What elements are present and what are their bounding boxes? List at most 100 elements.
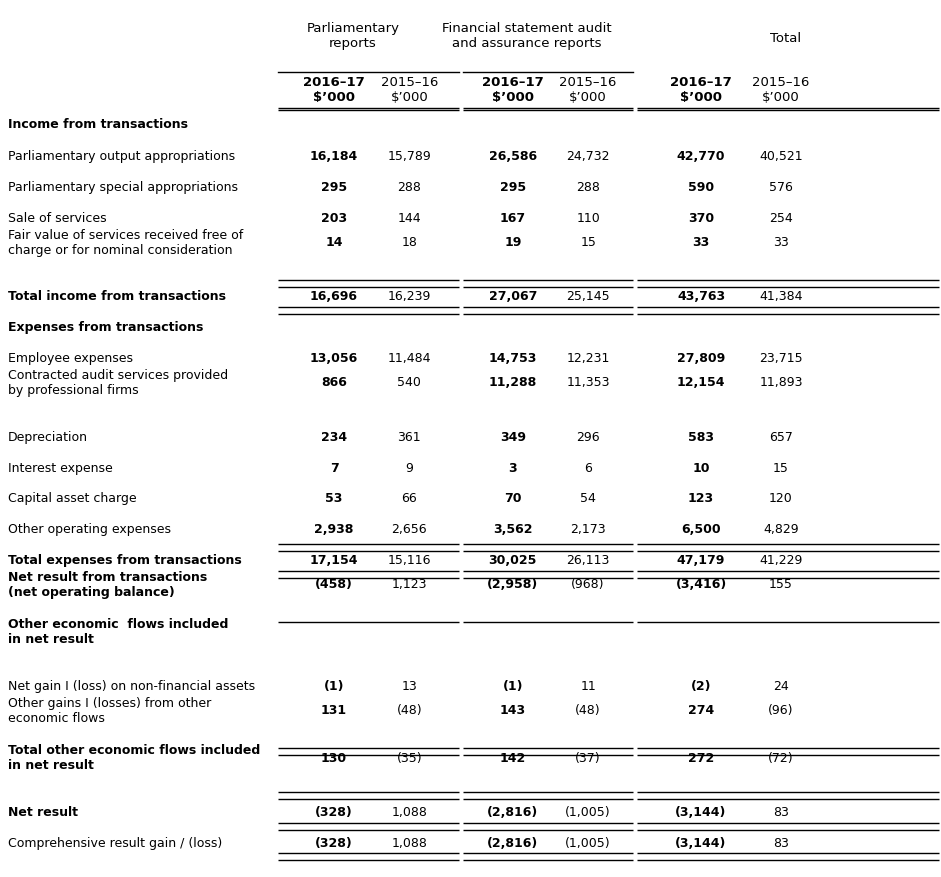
Text: 142: 142 <box>500 752 526 765</box>
Text: 47,179: 47,179 <box>677 554 726 567</box>
Text: Total income from transactions: Total income from transactions <box>8 290 226 303</box>
Text: 1,123: 1,123 <box>391 578 427 591</box>
Text: (37): (37) <box>575 752 601 765</box>
Text: 26,586: 26,586 <box>488 150 537 163</box>
Text: 16,184: 16,184 <box>310 150 359 163</box>
Text: 66: 66 <box>402 493 417 505</box>
Text: (328): (328) <box>315 837 353 850</box>
Text: (35): (35) <box>396 752 423 765</box>
Text: 10: 10 <box>693 461 710 474</box>
Text: 14,753: 14,753 <box>488 353 537 365</box>
Text: (72): (72) <box>768 752 794 765</box>
Text: 274: 274 <box>688 704 714 717</box>
Text: 40,521: 40,521 <box>759 150 803 163</box>
Text: 370: 370 <box>688 212 714 225</box>
Text: 295: 295 <box>500 182 526 194</box>
Text: 41,384: 41,384 <box>759 290 803 303</box>
Text: Parliamentary special appropriations: Parliamentary special appropriations <box>8 182 238 194</box>
Text: 361: 361 <box>397 431 422 444</box>
Text: 27,067: 27,067 <box>488 290 537 303</box>
Text: 3,562: 3,562 <box>493 524 533 537</box>
Text: (2,816): (2,816) <box>487 837 538 850</box>
Text: 1,088: 1,088 <box>391 806 427 819</box>
Text: 2015–16: 2015–16 <box>381 76 438 89</box>
Text: (48): (48) <box>396 704 423 717</box>
Text: (1): (1) <box>502 681 523 693</box>
Text: 3: 3 <box>508 461 518 474</box>
Text: Income from transactions: Income from transactions <box>8 118 188 132</box>
Text: $’000: $’000 <box>391 91 428 104</box>
Text: 234: 234 <box>321 431 347 444</box>
Text: 1,088: 1,088 <box>391 837 427 850</box>
Text: $’000: $’000 <box>680 91 722 104</box>
Text: 33: 33 <box>774 236 789 249</box>
Text: (3,416): (3,416) <box>676 578 726 591</box>
Text: 12,231: 12,231 <box>566 353 610 365</box>
Text: 123: 123 <box>688 493 714 505</box>
Text: 53: 53 <box>326 493 343 505</box>
Text: Interest expense: Interest expense <box>8 461 113 474</box>
Text: 296: 296 <box>576 431 600 444</box>
Text: 155: 155 <box>769 578 793 591</box>
Text: 540: 540 <box>397 376 422 389</box>
Text: 4,829: 4,829 <box>763 524 799 537</box>
Text: 349: 349 <box>500 431 526 444</box>
Text: 33: 33 <box>693 236 710 249</box>
Text: 19: 19 <box>504 236 521 249</box>
Text: (328): (328) <box>315 806 353 819</box>
Text: 288: 288 <box>576 182 600 194</box>
Text: 2015–16: 2015–16 <box>753 76 809 89</box>
Text: 288: 288 <box>397 182 422 194</box>
Text: 144: 144 <box>397 212 422 225</box>
Text: Comprehensive result gain / (loss): Comprehensive result gain / (loss) <box>8 837 222 850</box>
Text: (48): (48) <box>575 704 601 717</box>
Text: 18: 18 <box>402 236 417 249</box>
Text: 11,893: 11,893 <box>759 376 803 389</box>
Text: Total: Total <box>770 32 802 45</box>
Text: Net gain I (loss) on non-financial assets: Net gain I (loss) on non-financial asset… <box>8 681 255 693</box>
Text: Net result: Net result <box>8 806 78 819</box>
Text: 203: 203 <box>321 212 347 225</box>
Text: (1,005): (1,005) <box>566 837 611 850</box>
Text: 42,770: 42,770 <box>677 150 726 163</box>
Text: 54: 54 <box>581 493 596 505</box>
Text: 657: 657 <box>769 431 793 444</box>
Text: $’000: $’000 <box>492 91 534 104</box>
Text: 143: 143 <box>500 704 526 717</box>
Text: (3,144): (3,144) <box>676 837 726 850</box>
Text: Other gains I (losses) from other
economic flows: Other gains I (losses) from other econom… <box>8 696 211 724</box>
Text: 11,288: 11,288 <box>488 376 537 389</box>
Text: 83: 83 <box>774 837 789 850</box>
Text: Financial statement audit
and assurance reports: Financial statement audit and assurance … <box>442 22 612 50</box>
Text: 12,154: 12,154 <box>677 376 726 389</box>
Text: 41,229: 41,229 <box>759 554 803 567</box>
Text: 2,656: 2,656 <box>391 524 427 537</box>
Text: (458): (458) <box>315 578 353 591</box>
Text: Total expenses from transactions: Total expenses from transactions <box>8 554 242 567</box>
Text: 11: 11 <box>581 681 596 693</box>
Text: 30,025: 30,025 <box>488 554 537 567</box>
Text: (96): (96) <box>768 704 794 717</box>
Text: 110: 110 <box>576 212 600 225</box>
Text: 15: 15 <box>581 236 596 249</box>
Text: Expenses from transactions: Expenses from transactions <box>8 321 203 334</box>
Text: 120: 120 <box>769 493 793 505</box>
Text: $’000: $’000 <box>569 91 607 104</box>
Text: 576: 576 <box>769 182 793 194</box>
Text: (2,816): (2,816) <box>487 806 538 819</box>
Text: 131: 131 <box>321 704 347 717</box>
Text: 9: 9 <box>406 461 413 474</box>
Text: (3,144): (3,144) <box>676 806 726 819</box>
Text: 13: 13 <box>402 681 417 693</box>
Text: $’000: $’000 <box>762 91 800 104</box>
Text: 2015–16: 2015–16 <box>560 76 616 89</box>
Text: Parliamentary
reports: Parliamentary reports <box>307 22 399 50</box>
Text: (2,958): (2,958) <box>487 578 538 591</box>
Text: Depreciation: Depreciation <box>8 431 88 444</box>
Text: Other economic  flows included
in net result: Other economic flows included in net res… <box>8 618 229 646</box>
Text: 6,500: 6,500 <box>681 524 721 537</box>
Text: 14: 14 <box>326 236 343 249</box>
Text: 130: 130 <box>321 752 347 765</box>
Text: Capital asset charge: Capital asset charge <box>8 493 136 505</box>
Text: $’000: $’000 <box>313 91 355 104</box>
